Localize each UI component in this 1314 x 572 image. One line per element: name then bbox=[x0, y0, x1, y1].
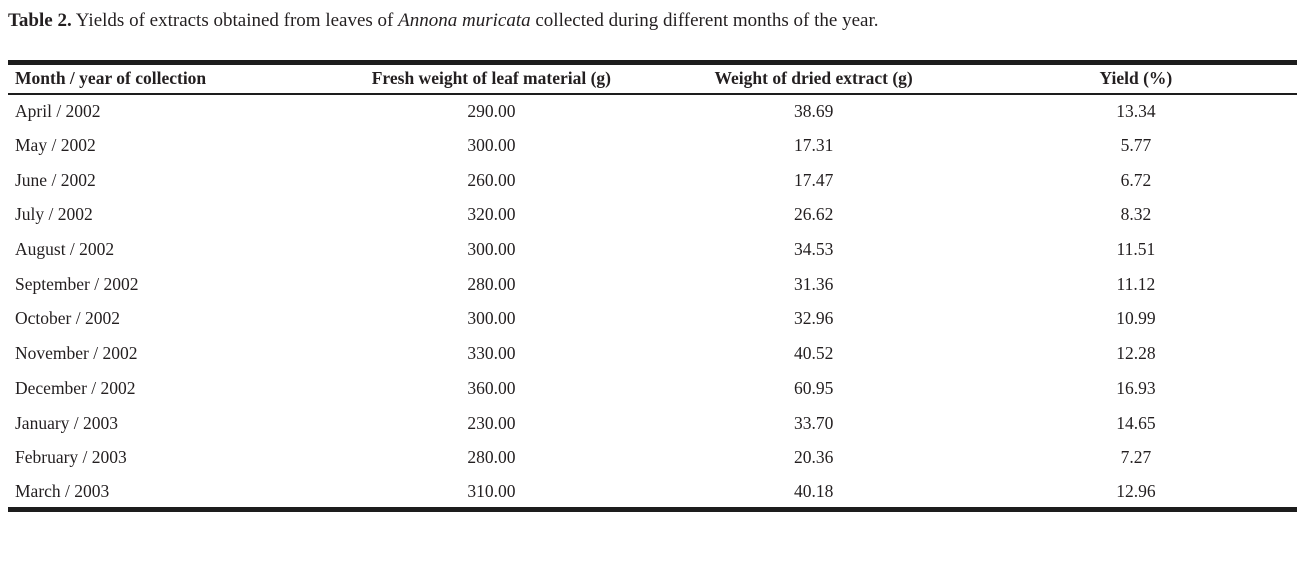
table-row: January / 2003 230.00 33.70 14.65 bbox=[8, 406, 1297, 441]
fresh-weight-cell: 360.00 bbox=[467, 377, 516, 398]
yield-cell: 13.34 bbox=[1116, 100, 1156, 121]
month-year-cell: December / 2002 bbox=[15, 377, 136, 398]
table-row: December / 2002 360.00 60.95 16.93 bbox=[8, 371, 1297, 406]
fresh-weight-cell: 310.00 bbox=[467, 480, 516, 501]
fresh-weight-cell: 330.00 bbox=[467, 343, 516, 364]
species-name: Annona muricata bbox=[398, 10, 531, 31]
dried-extract-cell: 17.47 bbox=[793, 169, 834, 190]
month-year-cell: May / 2002 bbox=[15, 135, 96, 156]
fresh-weight-cell: 280.00 bbox=[467, 447, 516, 468]
month-year-cell: November / 2002 bbox=[15, 343, 138, 364]
table-row: May / 2002 300.00 17.31 5.77 bbox=[8, 128, 1297, 163]
month-year-cell: February / 2003 bbox=[15, 447, 127, 468]
dried-extract-cell: 40.18 bbox=[793, 480, 834, 501]
fresh-weight-cell: 280.00 bbox=[467, 273, 516, 294]
dried-extract-cell: 26.62 bbox=[793, 204, 834, 225]
fresh-weight-cell: 300.00 bbox=[467, 308, 516, 329]
fresh-weight-cell: 300.00 bbox=[467, 135, 516, 156]
yield-cell: 8.32 bbox=[1120, 204, 1152, 225]
table-row: February / 2003 280.00 20.36 7.27 bbox=[8, 440, 1297, 475]
dried-extract-cell: 33.70 bbox=[793, 412, 834, 433]
fresh-weight-cell: 300.00 bbox=[467, 239, 516, 260]
yield-cell: 12.96 bbox=[1116, 480, 1156, 501]
month-year-cell: April / 2002 bbox=[15, 100, 101, 121]
dried-extract-cell: 38.69 bbox=[793, 100, 834, 121]
table-row: June / 2002 260.00 17.47 6.72 bbox=[8, 163, 1297, 198]
yield-cell: 6.72 bbox=[1120, 169, 1152, 190]
month-year-cell: September / 2002 bbox=[15, 273, 139, 294]
table-body: April / 2002 290.00 38.69 13.34 May / 2002 30… bbox=[8, 94, 1297, 510]
header-dried-extract: Weight of dried extract (g) bbox=[652, 62, 975, 95]
dried-extract-cell: 31.36 bbox=[793, 273, 834, 294]
table-caption: Table 2. Yields of extracts obtained fro… bbox=[8, 9, 878, 33]
table-row: September / 2002 280.00 31.36 11.12 bbox=[8, 267, 1297, 302]
dried-extract-cell: 20.36 bbox=[793, 447, 834, 468]
table-row: March / 2003 310.00 40.18 12.96 bbox=[8, 475, 1297, 510]
header-fresh-weight: Fresh weight of leaf material (g) bbox=[330, 62, 653, 95]
yield-cell: 16.93 bbox=[1116, 377, 1156, 398]
dried-extract-cell: 34.53 bbox=[793, 239, 834, 260]
month-year-cell: March / 2003 bbox=[15, 480, 110, 501]
fresh-weight-cell: 290.00 bbox=[467, 100, 516, 121]
caption-label: Table 2. bbox=[8, 10, 72, 31]
table-row: November / 2002 330.00 40.52 12.28 bbox=[8, 336, 1297, 371]
fresh-weight-cell: 320.00 bbox=[467, 204, 516, 225]
month-year-cell: July / 2002 bbox=[15, 204, 93, 225]
fresh-weight-cell: 230.00 bbox=[467, 412, 516, 433]
yield-cell: 14.65 bbox=[1116, 412, 1156, 433]
month-year-cell: January / 2003 bbox=[15, 412, 119, 433]
table-row: April / 2002 290.00 38.69 13.34 bbox=[8, 94, 1297, 129]
table-row: October / 2002 300.00 32.96 10.99 bbox=[8, 302, 1297, 337]
table-row: August / 2002 300.00 34.53 11.51 bbox=[8, 232, 1297, 267]
dried-extract-cell: 60.95 bbox=[793, 377, 834, 398]
dried-extract-cell: 17.31 bbox=[793, 135, 834, 156]
month-year-cell: October / 2002 bbox=[15, 308, 120, 329]
yields-table: Month / year of collection Fresh weight … bbox=[8, 60, 1297, 513]
caption-text-after-species: collected during different months of the… bbox=[530, 10, 879, 31]
yield-cell: 12.28 bbox=[1116, 343, 1156, 364]
month-year-cell: June / 2002 bbox=[15, 169, 96, 190]
yield-cell: 11.12 bbox=[1116, 273, 1156, 294]
yield-cell: 7.27 bbox=[1120, 447, 1152, 468]
yield-cell: 11.51 bbox=[1116, 239, 1156, 260]
table-row: July / 2002 320.00 26.62 8.32 bbox=[8, 198, 1297, 233]
fresh-weight-cell: 260.00 bbox=[467, 169, 516, 190]
dried-extract-cell: 40.52 bbox=[793, 343, 834, 364]
table-header-row: Month / year of collection Fresh weight … bbox=[8, 62, 1297, 95]
yield-cell: 5.77 bbox=[1120, 135, 1152, 156]
month-year-cell: August / 2002 bbox=[15, 239, 115, 260]
header-yield: Yield (%) bbox=[974, 62, 1297, 95]
caption-text-before-species: Yields of extracts obtained from leaves … bbox=[71, 10, 399, 31]
yield-cell: 10.99 bbox=[1116, 308, 1156, 329]
dried-extract-cell: 32.96 bbox=[793, 308, 834, 329]
header-month-year: Month / year of collection bbox=[8, 62, 331, 95]
